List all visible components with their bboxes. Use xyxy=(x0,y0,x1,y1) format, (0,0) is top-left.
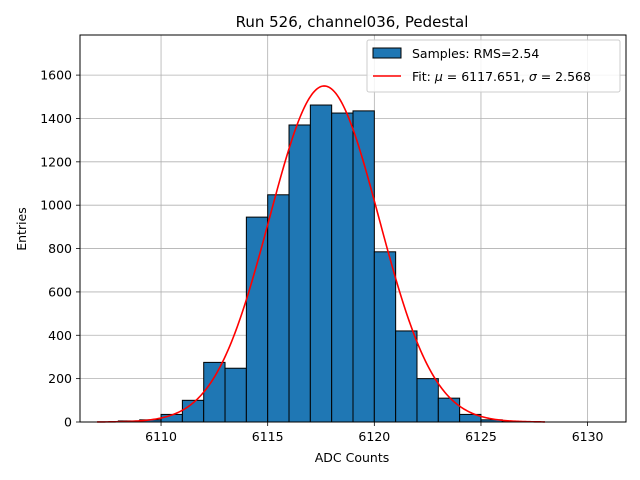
x-tick-label: 6115 xyxy=(252,429,284,444)
histogram-bars xyxy=(117,104,525,423)
histogram-bar xyxy=(288,124,311,423)
legend-fit-prefix: Fit: xyxy=(412,69,435,84)
y-tick-label: 600 xyxy=(48,284,72,299)
y-tick-label: 1200 xyxy=(40,154,72,169)
legend: Samples: RMS=2.54 Fit: μ = 6117.651, σ =… xyxy=(366,39,621,93)
histogram-bar xyxy=(352,110,375,423)
histogram-bar xyxy=(224,367,247,423)
y-tick-label: 200 xyxy=(48,371,72,386)
histogram-bar xyxy=(416,378,439,423)
y-tick-label: 1400 xyxy=(40,111,72,126)
y-axis-label: Entries xyxy=(14,207,29,251)
histogram-bar xyxy=(203,361,226,423)
legend-histogram-patch xyxy=(372,47,402,59)
y-axis-ticks: 0 200 400 600 800 1000 1200 1400 1600 xyxy=(40,68,80,430)
x-axis-label: ADC Counts xyxy=(315,450,390,465)
histogram-bar xyxy=(267,194,290,423)
legend-histogram-label: Samples: RMS=2.54 xyxy=(412,46,539,61)
y-tick-label: 0 xyxy=(64,415,72,430)
y-tick-label: 1000 xyxy=(40,198,72,213)
histogram-bar xyxy=(331,112,354,423)
legend-fit-label: Fit: μ = 6117.651, σ = 2.568 xyxy=(412,69,591,84)
legend-fit-mu-symbol: μ xyxy=(434,69,443,84)
x-tick-label: 6130 xyxy=(572,429,604,444)
x-tick-label: 6125 xyxy=(465,429,497,444)
legend-fit-sigma-symbol: σ xyxy=(529,69,538,84)
x-tick-label: 6120 xyxy=(358,429,390,444)
legend-box xyxy=(366,39,621,93)
histogram-bar xyxy=(309,104,333,423)
chart-title: Run 526, channel036, Pedestal xyxy=(236,13,469,31)
legend-fit-sigma-value: = 2.568 xyxy=(537,69,591,84)
x-axis-ticks: 6110 6115 6120 6125 6130 xyxy=(145,422,604,444)
histogram-bar xyxy=(437,397,461,423)
histogram-bar xyxy=(245,216,269,423)
histogram-bar xyxy=(373,251,397,423)
legend-fit-mu-value: = 6117.651, xyxy=(443,69,529,84)
plot-frame xyxy=(79,34,627,423)
fit-curve xyxy=(97,85,545,423)
x-tick-label: 6110 xyxy=(145,429,177,444)
y-tick-label: 800 xyxy=(48,241,72,256)
y-tick-label: 400 xyxy=(48,328,72,343)
histogram-bar xyxy=(395,330,418,423)
y-tick-label: 1600 xyxy=(40,68,72,83)
